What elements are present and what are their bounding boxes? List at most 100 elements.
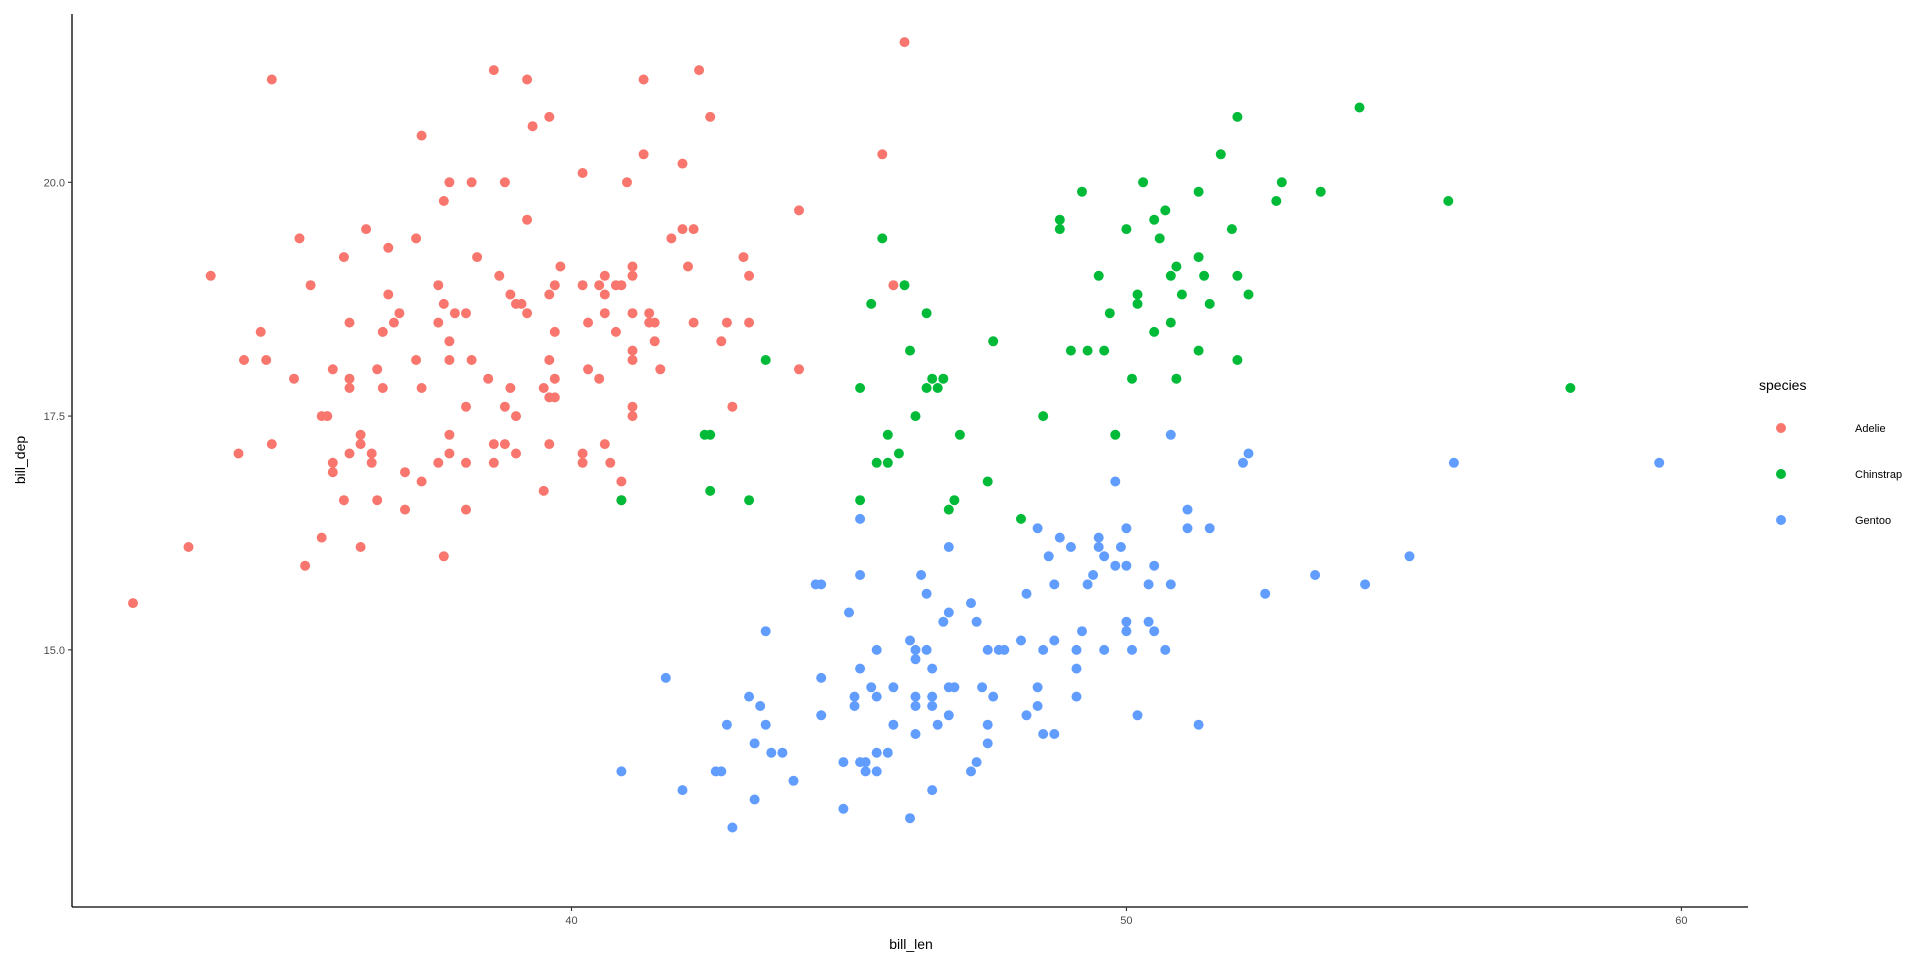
- point-gentoo: [849, 701, 860, 711]
- point-gentoo: [766, 747, 777, 758]
- point-gentoo: [1099, 644, 1110, 655]
- point-adelie: [522, 74, 533, 85]
- point-adelie: [505, 289, 516, 300]
- point-gentoo: [1360, 579, 1371, 590]
- point-chinstrap: [1443, 196, 1454, 206]
- point-chinstrap: [1132, 298, 1143, 309]
- point-gentoo: [977, 682, 988, 693]
- point-gentoo: [1032, 682, 1043, 693]
- point-gentoo: [744, 691, 755, 702]
- point-gentoo: [1121, 616, 1132, 627]
- point-gentoo: [1038, 729, 1049, 739]
- ticks-layer: 40 50 60 15.0 17.5 20.0: [44, 177, 1688, 927]
- point-gentoo: [1165, 429, 1176, 440]
- point-gentoo: [910, 701, 921, 711]
- point-adelie: [544, 355, 555, 365]
- point-adelie: [688, 224, 699, 235]
- point-adelie: [433, 457, 444, 468]
- point-adelie: [344, 383, 355, 393]
- point-adelie: [522, 308, 533, 319]
- point-chinstrap: [871, 457, 882, 468]
- point-adelie: [444, 177, 455, 188]
- point-gentoo: [1043, 551, 1054, 562]
- point-adelie: [444, 355, 455, 365]
- point-adelie: [433, 317, 444, 328]
- point-gentoo: [838, 757, 849, 768]
- point-adelie: [344, 373, 355, 384]
- point-gentoo: [1071, 644, 1082, 655]
- point-adelie: [444, 336, 455, 347]
- point-chinstrap: [1171, 261, 1182, 272]
- point-adelie: [505, 383, 516, 393]
- point-adelie: [544, 289, 555, 300]
- point-gentoo: [760, 626, 771, 637]
- point-adelie: [416, 476, 427, 487]
- point-gentoo: [1132, 710, 1143, 721]
- point-gentoo: [905, 635, 915, 646]
- point-chinstrap: [927, 373, 938, 384]
- point-adelie: [499, 439, 510, 450]
- point-adelie: [549, 392, 560, 403]
- point-adelie: [461, 504, 471, 515]
- point-gentoo: [1093, 542, 1104, 552]
- point-adelie: [549, 373, 560, 384]
- point-adelie: [400, 467, 410, 478]
- point-adelie: [372, 495, 383, 506]
- point-adelie: [716, 336, 727, 347]
- point-gentoo: [1260, 588, 1271, 599]
- point-adelie: [649, 317, 660, 328]
- point-adelie: [677, 158, 688, 169]
- point-gentoo: [1182, 523, 1193, 534]
- point-gentoo: [788, 775, 799, 786]
- point-adelie: [616, 476, 627, 487]
- point-adelie: [444, 429, 455, 440]
- point-adelie: [466, 355, 477, 365]
- point-adelie: [627, 261, 638, 272]
- point-adelie: [461, 308, 471, 319]
- point-adelie: [522, 214, 533, 225]
- point-gentoo: [1016, 635, 1026, 646]
- point-gentoo: [1065, 542, 1076, 552]
- point-gentoo: [1654, 457, 1665, 468]
- point-adelie: [744, 270, 755, 281]
- point-adelie: [383, 289, 394, 300]
- point-adelie: [794, 205, 804, 216]
- x-tick-label: 40: [565, 915, 577, 927]
- point-adelie: [627, 270, 638, 281]
- x-tick-label: 50: [1120, 915, 1132, 927]
- point-adelie: [605, 457, 616, 468]
- point-adelie: [438, 551, 449, 562]
- point-adelie: [638, 149, 649, 160]
- legend-key-adelie: [1776, 423, 1786, 433]
- point-gentoo: [721, 719, 732, 730]
- point-chinstrap: [1193, 186, 1204, 197]
- point-chinstrap: [1149, 214, 1160, 225]
- point-gentoo: [882, 747, 893, 758]
- point-adelie: [599, 270, 610, 281]
- point-chinstrap: [1165, 317, 1176, 328]
- point-adelie: [483, 373, 494, 384]
- point-adelie: [877, 149, 888, 160]
- point-chinstrap: [1132, 289, 1143, 300]
- point-adelie: [361, 224, 372, 235]
- x-tick-label: 60: [1675, 915, 1687, 927]
- y-axis-title: bill_dep: [12, 436, 28, 484]
- point-adelie: [289, 373, 299, 384]
- point-gentoo: [927, 663, 938, 674]
- point-adelie: [599, 289, 610, 300]
- point-gentoo: [749, 738, 760, 749]
- point-adelie: [499, 177, 510, 188]
- point-chinstrap: [1110, 429, 1121, 440]
- point-gentoo: [910, 729, 921, 739]
- point-adelie: [683, 261, 693, 272]
- point-adelie: [388, 317, 399, 328]
- point-gentoo: [905, 813, 915, 824]
- point-gentoo: [999, 644, 1010, 655]
- points-layer: [128, 37, 1665, 833]
- point-adelie: [438, 298, 449, 309]
- point-gentoo: [871, 766, 882, 777]
- point-gentoo: [1071, 663, 1082, 674]
- point-adelie: [627, 355, 638, 365]
- point-adelie: [516, 298, 527, 309]
- point-adelie: [488, 65, 499, 76]
